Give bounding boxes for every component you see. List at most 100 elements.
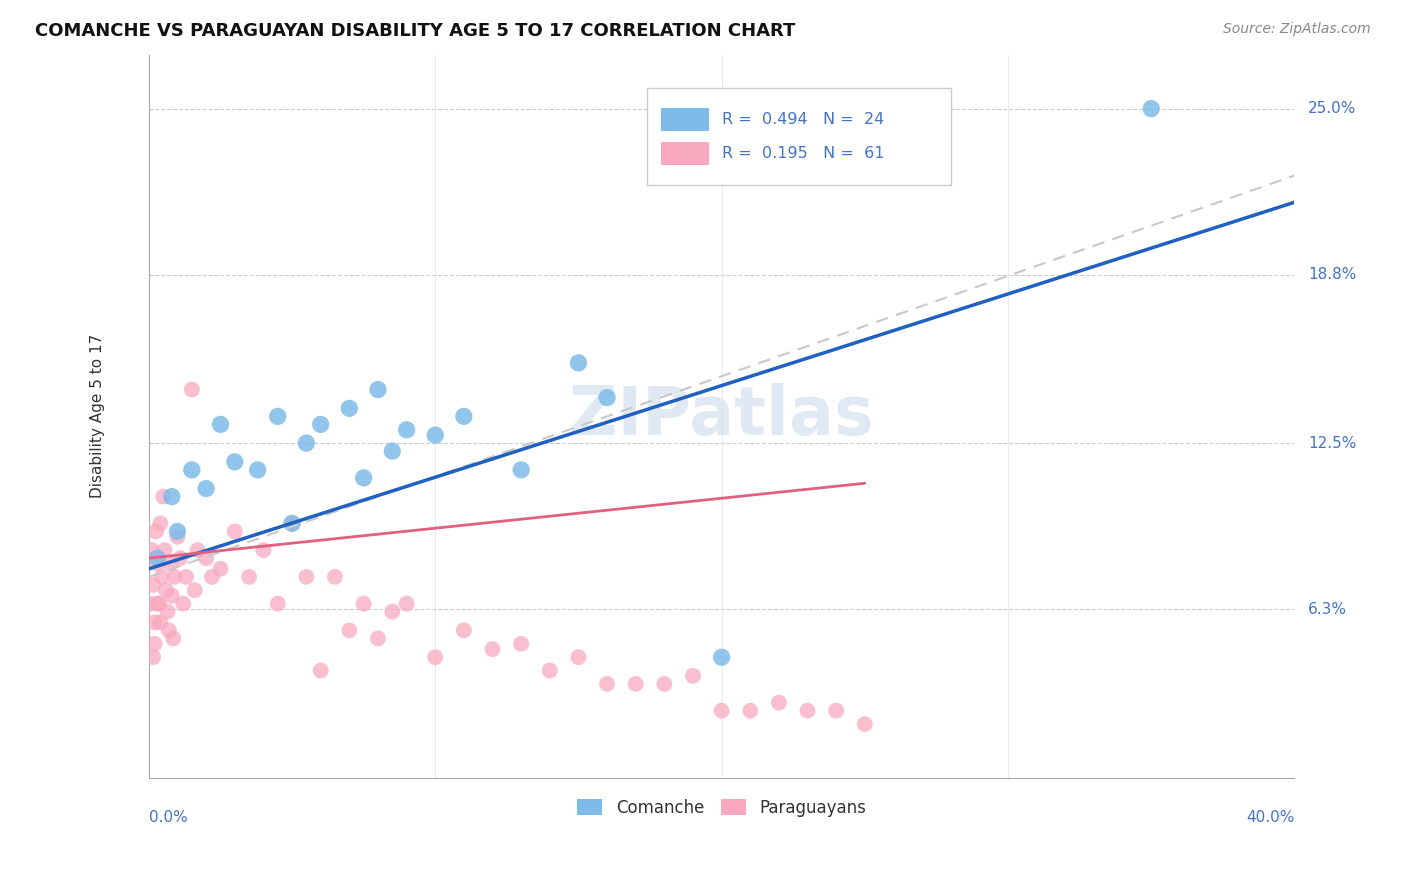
Point [353,597,375,611]
Point [682,669,704,683]
Point [209,417,232,432]
Point [654,677,676,691]
Point [281,516,304,531]
Point [267,409,290,424]
Point [796,704,818,718]
Point [155,583,177,598]
Text: Disability Age 5 to 17: Disability Age 5 to 17 [90,334,105,499]
Point [395,597,418,611]
Point [162,632,184,646]
Point [169,551,191,566]
Point [159,557,181,571]
Point [145,524,167,539]
Point [209,562,232,576]
Point [157,624,180,638]
Text: 18.8%: 18.8% [1308,267,1357,282]
Point [309,664,332,678]
Point [624,677,647,691]
Point [252,543,274,558]
Point [150,570,173,584]
Point [323,570,346,584]
Point [149,516,172,531]
Point [567,356,589,370]
Point [143,615,166,630]
Point [337,624,360,638]
Point [538,664,561,678]
Point [596,677,619,691]
Point [160,589,183,603]
Text: 25.0%: 25.0% [1308,101,1357,116]
Point [224,524,246,539]
Point [825,704,848,718]
Text: R =  0.195   N =  61: R = 0.195 N = 61 [721,146,884,161]
Point [174,570,197,584]
Point [768,696,790,710]
Point [180,463,202,477]
FancyBboxPatch shape [661,108,709,131]
Text: 6.3%: 6.3% [1308,601,1347,616]
Point [295,436,318,450]
Point [238,570,260,584]
Point [172,597,194,611]
Point [367,383,389,397]
Point [381,605,404,619]
FancyBboxPatch shape [647,87,950,186]
Point [149,615,172,630]
Point [453,409,475,424]
Point [510,463,533,477]
Text: ZIPatlas: ZIPatlas [569,384,875,450]
Point [381,444,404,458]
Point [166,530,188,544]
Point [146,551,169,566]
Point [353,471,375,485]
Point [142,578,165,592]
Text: R =  0.494   N =  24: R = 0.494 N = 24 [721,112,884,127]
Point [139,597,162,611]
Legend: Comanche, Paraguayans: Comanche, Paraguayans [571,792,873,823]
Point [141,543,163,558]
Point [195,482,218,496]
Point [146,597,169,611]
Text: Source: ZipAtlas.com: Source: ZipAtlas.com [1223,22,1371,37]
Point [281,516,304,531]
Point [153,543,176,558]
Text: COMANCHE VS PARAGUAYAN DISABILITY AGE 5 TO 17 CORRELATION CHART: COMANCHE VS PARAGUAYAN DISABILITY AGE 5 … [35,22,796,40]
Point [481,642,503,657]
Point [224,455,246,469]
Point [183,583,205,598]
Point [1140,102,1163,116]
Point [160,490,183,504]
Point [710,650,733,665]
Point [453,624,475,638]
Text: 0.0%: 0.0% [149,810,187,825]
Point [710,704,733,718]
Point [367,632,389,646]
Point [146,557,169,571]
Point [567,650,589,665]
Point [510,637,533,651]
Point [740,704,762,718]
Point [148,597,170,611]
Point [201,570,224,584]
FancyBboxPatch shape [661,142,709,165]
Point [596,391,619,405]
Point [267,597,290,611]
Point [425,428,447,442]
Point [309,417,332,432]
Point [143,637,166,651]
Point [187,543,209,558]
Point [180,383,202,397]
Point [152,490,174,504]
Point [295,570,318,584]
Point [156,605,179,619]
Point [246,463,269,477]
Point [195,551,218,566]
Point [166,524,188,539]
Point [142,650,165,665]
Text: 12.5%: 12.5% [1308,435,1357,450]
Point [853,717,876,731]
Point [425,650,447,665]
Point [163,570,186,584]
Point [395,423,418,437]
Point [337,401,360,416]
